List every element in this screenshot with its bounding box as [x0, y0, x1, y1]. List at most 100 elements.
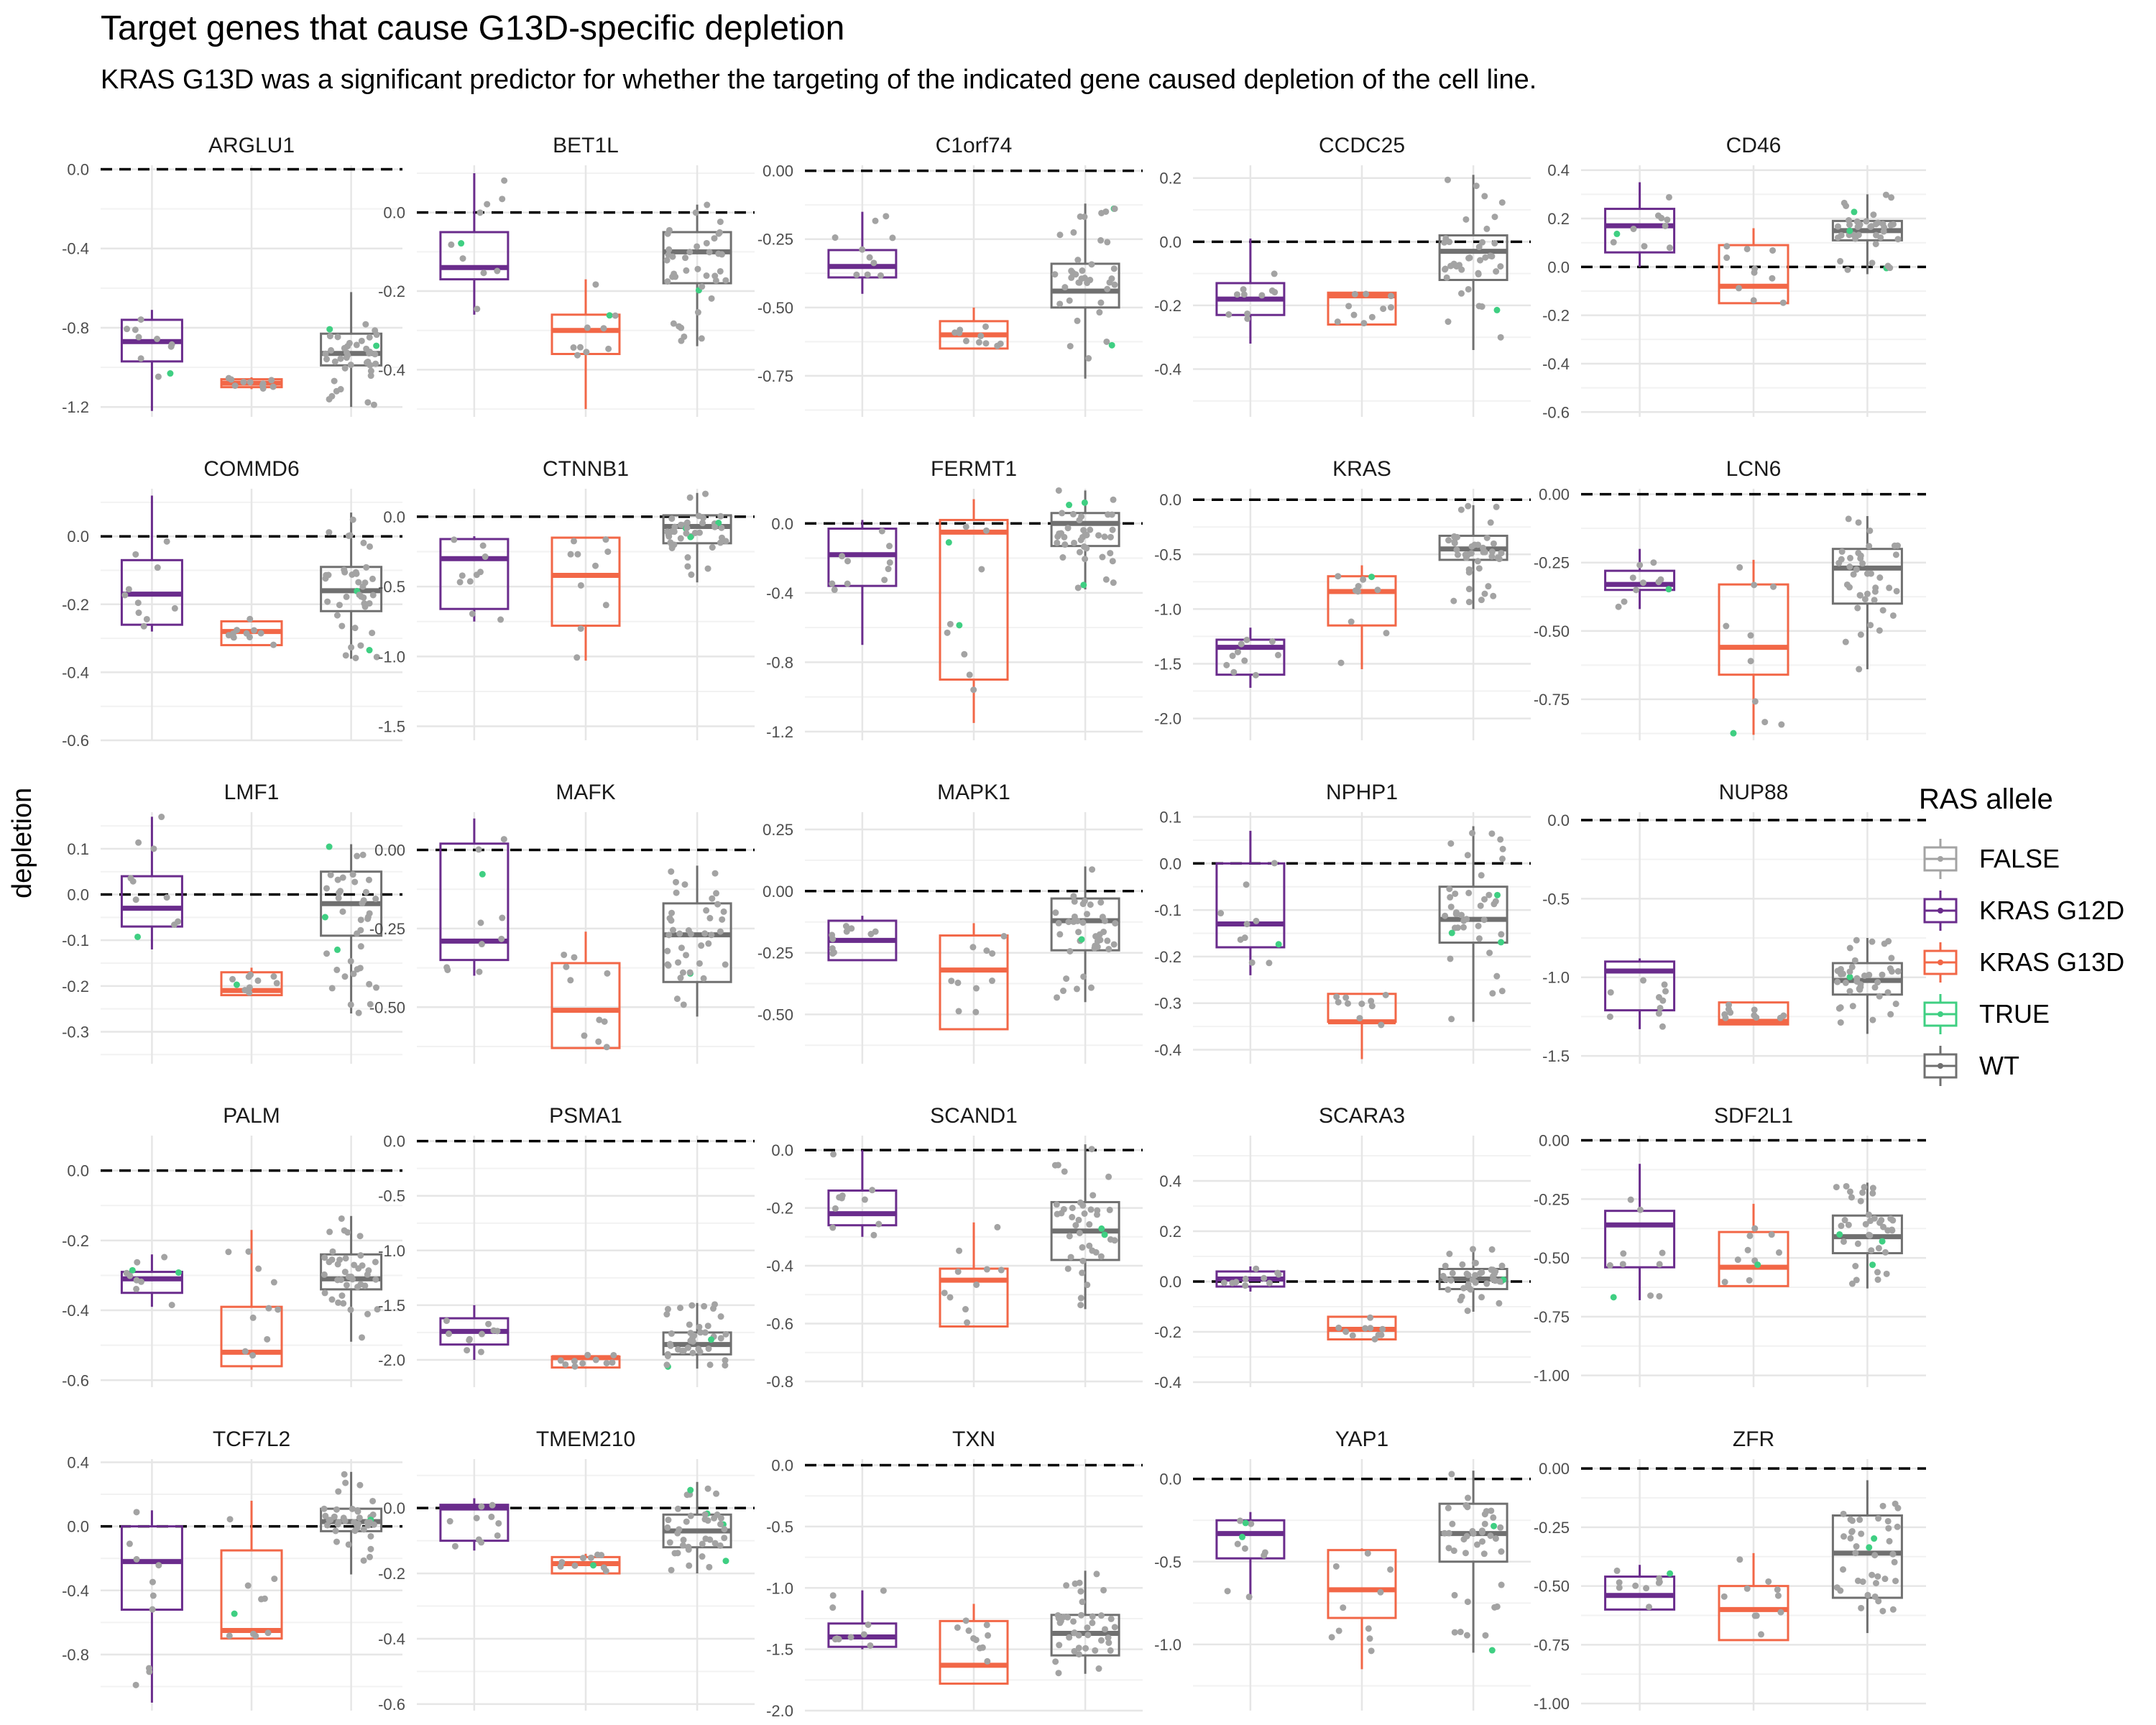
- data-point: [1103, 338, 1110, 345]
- data-point: [1840, 1238, 1847, 1245]
- y-tick-label: -0.75: [1534, 691, 1570, 709]
- data-point: [349, 871, 356, 878]
- data-point: [1857, 552, 1864, 559]
- box-body: [550, 962, 621, 1049]
- data-point: [357, 943, 364, 950]
- box-body: [439, 538, 510, 610]
- data-point: [1104, 937, 1111, 944]
- data-point: [1834, 978, 1841, 985]
- data-point: [1248, 959, 1256, 966]
- data-point: [372, 896, 379, 903]
- data-point: [1779, 299, 1787, 306]
- data-point: [695, 512, 702, 520]
- data-point: [1377, 1588, 1384, 1596]
- data-point: [1751, 1012, 1758, 1019]
- data-point: [1869, 1190, 1876, 1197]
- data-point: [358, 337, 365, 344]
- data-point: [718, 524, 725, 531]
- data-point: [1059, 510, 1066, 517]
- box-body: [320, 1253, 383, 1291]
- data-point: [355, 1265, 362, 1272]
- data-point: [831, 586, 838, 594]
- data-point: [1261, 1549, 1268, 1556]
- data-point: [1067, 343, 1074, 350]
- y-tick-label: -0.2: [1542, 307, 1570, 325]
- data-point: [1241, 1545, 1248, 1552]
- data-point: [1082, 1644, 1089, 1652]
- data-point: [678, 944, 685, 952]
- box-body: [439, 231, 510, 281]
- data-point: [1834, 223, 1841, 230]
- data-point: [1888, 194, 1895, 201]
- data-point: [1443, 274, 1450, 281]
- data-point: [341, 569, 349, 576]
- data-point: [326, 326, 333, 333]
- data-point: [847, 1634, 854, 1641]
- data-point: [497, 616, 505, 623]
- box-body: [1438, 234, 1508, 281]
- data-point: [1850, 571, 1857, 578]
- facet-strip-label: TXN: [952, 1427, 995, 1451]
- data-point: [1074, 257, 1082, 264]
- box-wt: [1050, 866, 1120, 1003]
- data-point: [1481, 590, 1488, 597]
- data-point: [1481, 548, 1488, 556]
- data-point: [983, 1266, 990, 1273]
- y-tick-label: 0.0: [67, 528, 89, 546]
- data-point: [344, 1229, 351, 1236]
- data-point: [1869, 938, 1876, 945]
- data-point: [1360, 320, 1368, 327]
- box-body: [1831, 548, 1903, 605]
- data-point: [1606, 1262, 1613, 1269]
- data-point: [254, 977, 262, 984]
- box-wt: [662, 1301, 732, 1370]
- data-point: [1445, 1545, 1452, 1552]
- y-tick-label: -0.50: [1534, 622, 1570, 640]
- data-point: [335, 1488, 342, 1495]
- y-tick-label: -0.50: [1534, 1249, 1570, 1267]
- data-point: [1473, 1541, 1480, 1548]
- data-point: [1069, 510, 1077, 518]
- y-tick-label: 0.25: [763, 821, 793, 839]
- data-point: [665, 246, 673, 253]
- data-point: [703, 907, 710, 914]
- data-point: [1070, 893, 1077, 900]
- data-point: [886, 543, 893, 550]
- data-point: [366, 647, 373, 654]
- data-point: [1075, 1216, 1082, 1223]
- data-point: [249, 1314, 257, 1321]
- data-point: [326, 843, 333, 850]
- data-point: [132, 1681, 139, 1688]
- data-point: [494, 1532, 501, 1539]
- data-point: [1371, 1335, 1378, 1343]
- y-tick-label: -0.25: [1534, 1190, 1570, 1208]
- data-point: [1112, 920, 1119, 927]
- data-point: [1643, 1585, 1650, 1592]
- data-point: [241, 986, 249, 993]
- data-point: [1333, 993, 1340, 1000]
- facet-panel-lcn6: LCN6 0.00 -0.25 -0.50 -0.75: [1534, 457, 1926, 740]
- facet-panel-c1orf74: C1orf74 0.00 -0.25 -0.50 -0.75: [757, 134, 1143, 417]
- data-point: [1475, 244, 1483, 251]
- data-point: [983, 1622, 990, 1629]
- data-point: [1841, 199, 1848, 206]
- data-point: [475, 1536, 482, 1543]
- data-point: [1475, 541, 1482, 548]
- data-point: [717, 539, 724, 546]
- facet-strip-label: MAFK: [556, 781, 615, 804]
- data-point: [1847, 1535, 1854, 1542]
- data-point: [356, 1233, 364, 1240]
- y-tick-label: 0.0: [771, 515, 793, 533]
- data-point: [982, 527, 990, 534]
- box-body: [1215, 1519, 1286, 1560]
- data-point: [704, 1322, 711, 1330]
- data-point: [829, 1604, 837, 1611]
- data-point: [683, 1518, 690, 1525]
- data-point: [1387, 1566, 1394, 1573]
- data-point: [602, 602, 609, 609]
- y-tick-label: -0.8: [62, 1646, 89, 1664]
- data-point: [1482, 1632, 1489, 1639]
- data-point: [1064, 525, 1072, 532]
- data-point: [336, 1256, 344, 1264]
- data-point: [1271, 270, 1278, 277]
